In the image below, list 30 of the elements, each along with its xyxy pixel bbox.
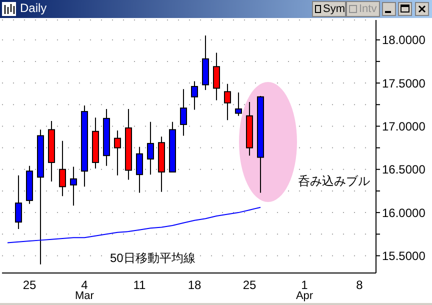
candlestick	[59, 140, 66, 197]
chart-title: Daily	[20, 1, 47, 15]
candlestick	[213, 52, 220, 101]
text: Intv	[346, 1, 380, 17]
candlestick	[70, 166, 77, 206]
x-tick-label: 8	[356, 278, 364, 292]
x-tick-label: 25	[22, 278, 36, 292]
y-tick-label: 15.5000	[382, 248, 426, 263]
y-tick-label: 16.5000	[382, 162, 426, 177]
x-tick-label: 25	[242, 278, 256, 292]
x-tick-label: 18	[188, 278, 202, 292]
y-tick-label: 18.0000	[382, 33, 426, 48]
candlestick	[136, 146, 143, 194]
candlestick	[114, 130, 121, 176]
x-tick-label: 4 Mar	[75, 278, 94, 302]
candlestick	[191, 80, 198, 110]
candlestick	[147, 121, 154, 176]
line-series	[7, 206, 261, 244]
y-tick-label: 17.0000	[382, 119, 426, 134]
candlestick	[224, 83, 231, 121]
annotation: 呑み込みブル	[298, 173, 370, 190]
candlestick	[235, 92, 242, 116]
y-tick-label: 16.0000	[382, 206, 426, 220]
y-tick-label: 17.5000	[382, 76, 426, 90]
candlestick	[15, 174, 22, 230]
candlestick	[180, 88, 187, 136]
x-tick-label: 1 Apr	[296, 278, 314, 302]
annotation: 50日移動平均線	[110, 250, 196, 267]
text: Sym	[312, 1, 346, 17]
x-tick-label: 11	[133, 278, 146, 292]
